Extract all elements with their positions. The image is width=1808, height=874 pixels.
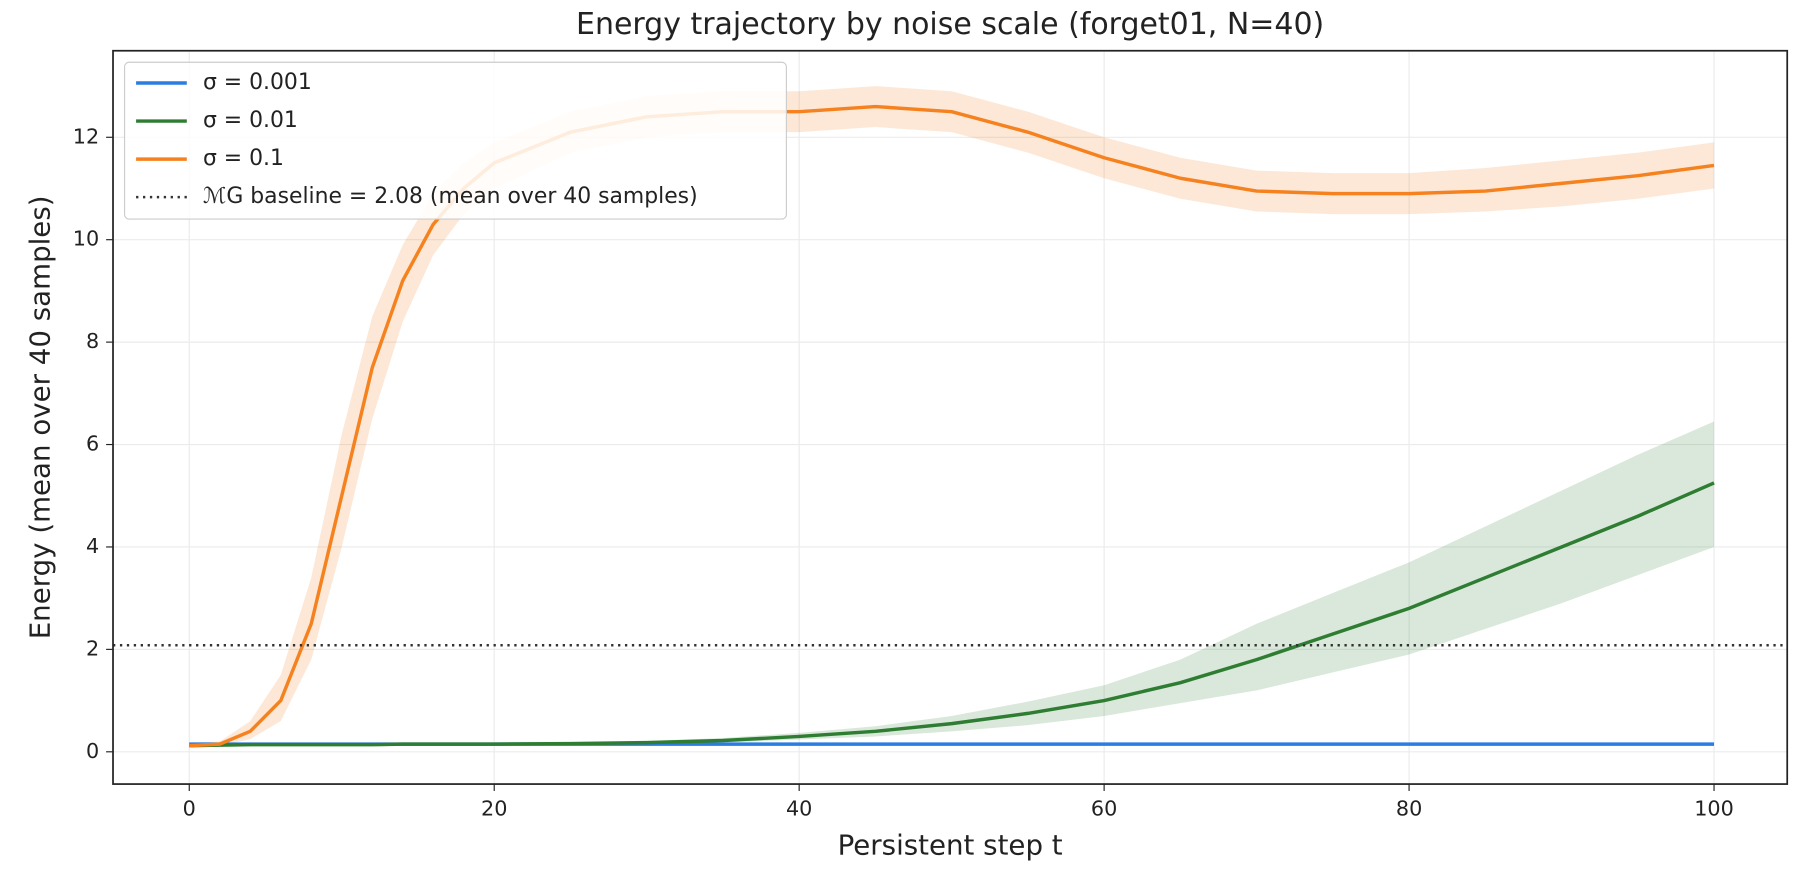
legend-label: σ = 0.1 [203, 146, 284, 171]
x-axis-label: Persistent step t [838, 828, 1063, 861]
y-tick-label: 4 [86, 534, 99, 558]
legend-label: σ = 0.01 [203, 108, 298, 133]
y-tick-label: 2 [86, 636, 99, 660]
legend-box [123, 61, 787, 220]
x-tick-label: 60 [1091, 796, 1117, 820]
y-axis-label: Energy (mean over 40 samples) [24, 195, 57, 639]
legend-label: σ = 0.001 [203, 70, 312, 95]
x-tick-label: 20 [481, 796, 507, 820]
x-tick-label: 100 [1694, 796, 1734, 820]
series-line [189, 481, 1715, 748]
x-tick-label: 80 [1396, 796, 1422, 820]
legend: σ = 0.001 σ = 0.01 σ = 0.1 ℳG baseline = 2.… [123, 61, 787, 220]
error-band [189, 421, 1715, 747]
y-tick-label: 10 [73, 227, 99, 251]
chart-title: Energy trajectory by noise scale (forget… [576, 7, 1324, 42]
legend-label: ℳG baseline = 2.08 (mean over 40 samples… [203, 184, 698, 209]
y-tick-label: 12 [73, 124, 99, 148]
plot-frame [112, 49, 1789, 785]
y-tick-label: 8 [86, 329, 99, 353]
x-tick-label: 40 [786, 796, 812, 820]
y-tick-label: 6 [86, 432, 99, 456]
x-tick-label: 0 [183, 796, 196, 820]
y-tick-label: 0 [86, 739, 99, 763]
